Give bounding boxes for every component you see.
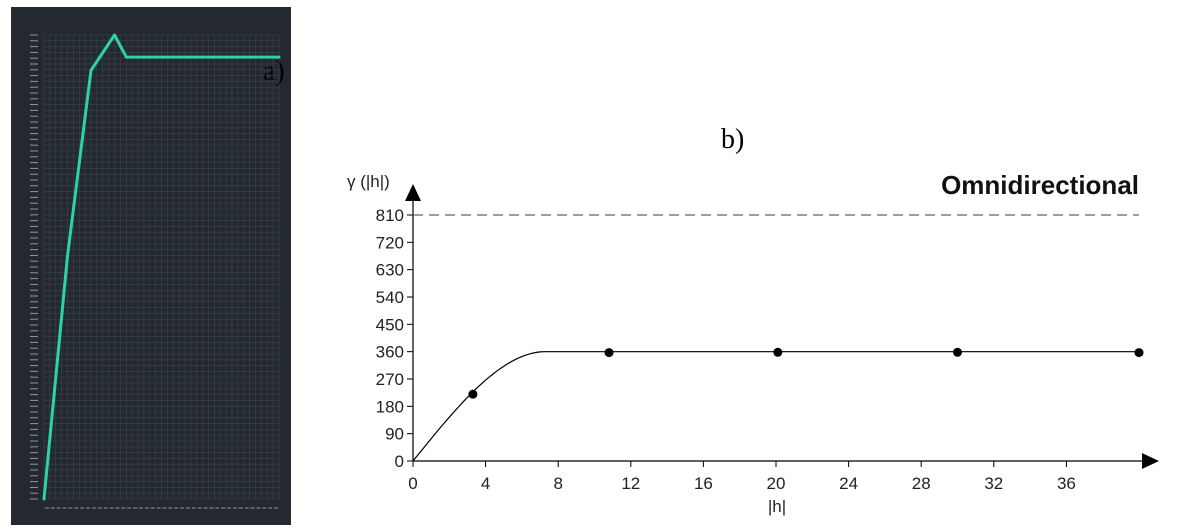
data-point — [773, 347, 783, 357]
x-tick-label: 12 — [621, 474, 640, 493]
x-tick-label: 32 — [984, 474, 1003, 493]
y-tick-label: 360 — [376, 343, 404, 362]
x-axis-arrow — [1142, 453, 1159, 469]
y-tick-label: 810 — [376, 206, 404, 225]
x-tick-label: 16 — [694, 474, 713, 493]
y-tick-label: 0 — [395, 452, 404, 471]
x-tick-label: 36 — [1057, 474, 1076, 493]
y-tick-label: 630 — [376, 261, 404, 280]
y-tick-label: 540 — [376, 288, 404, 307]
chart-a-series-line — [42, 33, 281, 501]
x-tick-label: 8 — [553, 474, 562, 493]
x-tick-label: 28 — [912, 474, 931, 493]
x-tick-label: 0 — [408, 474, 417, 493]
data-point — [1134, 348, 1144, 358]
y-tick-label: 180 — [376, 397, 404, 416]
data-point — [604, 348, 614, 358]
y-tick-label: 720 — [376, 233, 404, 252]
x-tick-label: 20 — [767, 474, 786, 493]
chart-b-label: b) — [721, 124, 745, 155]
y-tick-label: 270 — [376, 370, 404, 389]
x-tick-label: 24 — [839, 474, 858, 493]
x-tick-label: 4 — [481, 474, 490, 493]
y-tick-label: 450 — [376, 315, 404, 334]
y-tick-label: 90 — [385, 425, 404, 444]
y-axis-arrow — [405, 184, 421, 201]
y-axis-label: γ (|h|) — [347, 172, 390, 191]
chart-a-background — [11, 7, 291, 525]
data-point — [953, 347, 962, 357]
data-point — [468, 389, 478, 399]
x-axis-label: |h| — [768, 497, 786, 516]
model-curve — [412, 351, 1139, 462]
chart-title: Omnidirectional — [941, 170, 1139, 200]
